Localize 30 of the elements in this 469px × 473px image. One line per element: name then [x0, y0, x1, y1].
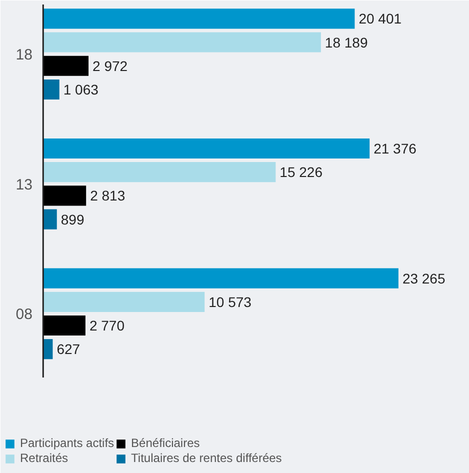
bar	[43, 186, 86, 206]
bar	[43, 8, 355, 29]
data-label: 899	[60, 211, 84, 228]
bar	[43, 315, 86, 336]
legend-label: Retraités	[20, 451, 68, 465]
bar	[43, 292, 205, 312]
data-label: 10 573	[208, 294, 252, 310]
bar	[43, 268, 398, 288]
legend-label: Bénéficiaires	[131, 436, 200, 450]
data-label: 2 770	[89, 318, 125, 334]
legend-label: Titulaires de rentes différées	[131, 451, 282, 465]
data-label: 23 265	[402, 270, 446, 286]
data-label: 18 189	[324, 34, 368, 50]
data-label: 21 376	[374, 140, 417, 156]
bar	[43, 79, 60, 100]
data-label: 2 972	[92, 58, 128, 74]
bar	[43, 209, 57, 230]
data-label: 2 813	[90, 188, 126, 204]
y-tick-label: 18	[16, 46, 32, 64]
data-label: 20 401	[358, 10, 402, 27]
bar	[43, 162, 276, 182]
bar	[43, 32, 321, 52]
data-label: 1 063	[63, 81, 99, 98]
data-label: 15 226	[280, 164, 323, 180]
y-tick-label: 13	[16, 176, 32, 194]
legend-label: Participants actifs	[20, 436, 114, 450]
y-tick-label: 08	[16, 306, 32, 324]
bar	[43, 138, 370, 159]
bar	[43, 56, 89, 76]
data-label: 627	[56, 341, 80, 358]
